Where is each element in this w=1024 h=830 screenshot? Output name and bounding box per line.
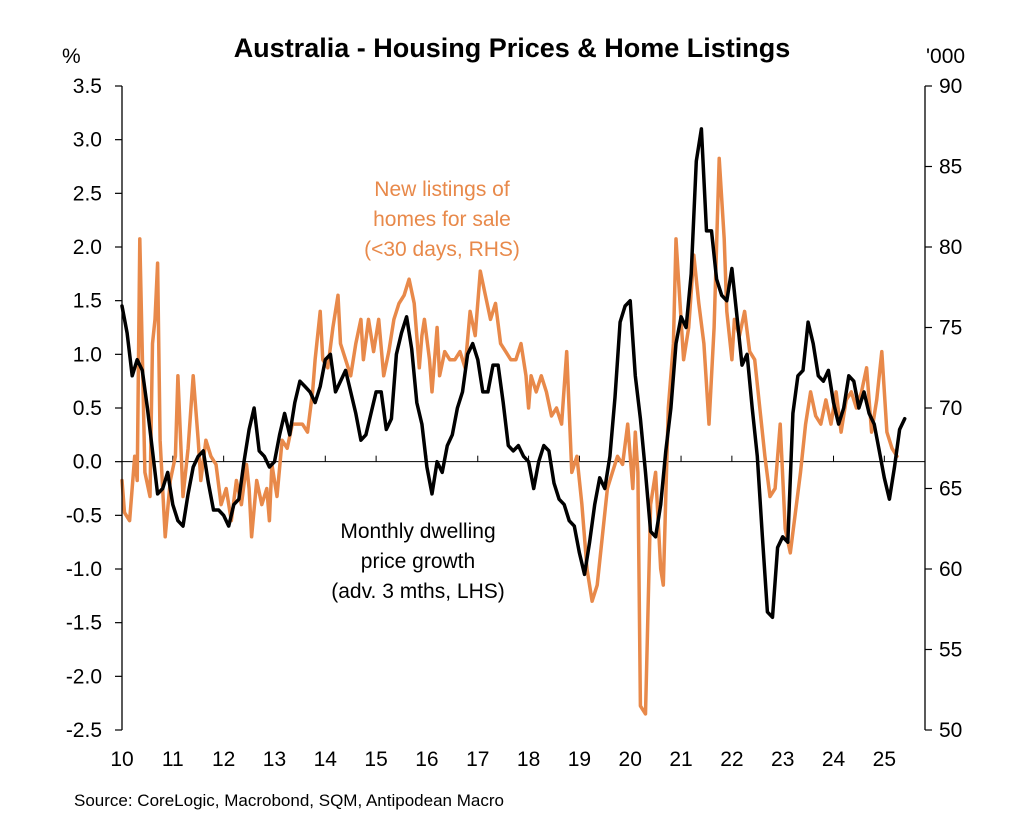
right-tick-label: 60 [939, 558, 962, 581]
price-growth-line [120, 127, 907, 620]
series [120, 127, 907, 716]
left-tick-label: 3.0 [73, 129, 102, 152]
right-tick-label: 70 [939, 397, 962, 420]
x-tick-label: 16 [415, 748, 438, 771]
right-tick-label: 90 [939, 75, 962, 98]
price-annotation: Monthly dwelling price growth (adv. 3 mt… [331, 520, 505, 603]
x-tick-label: 17 [466, 748, 489, 771]
x-tick-label: 21 [669, 748, 692, 771]
x-axis-ticks: 10 11 12 13 14 15 16 17 18 19 20 21 22 23 24 25 [110, 455, 896, 771]
left-axis-ticks: 3.5 3.0 2.5 2.0 1.5 1.0 0.5 0.0 -0.5 -1.0 -1.5 -2.0… [66, 75, 122, 742]
right-tick-label: 75 [939, 317, 962, 340]
x-tick-label: 13 [263, 748, 286, 771]
source-note: Source: CoreLogic, Macrobond, SQM, Antip… [74, 791, 504, 810]
right-tick-label: 65 [939, 478, 962, 501]
left-tick-label: -2.0 [66, 665, 102, 688]
left-tick-label: -0.5 [66, 504, 102, 527]
right-axis-unit: '000 [926, 45, 965, 68]
chart-title: Australia - Housing Prices & Home Listin… [234, 33, 791, 63]
left-tick-label: 2.5 [73, 182, 102, 205]
left-tick-label: 1.0 [73, 343, 102, 366]
x-tick-label: 10 [110, 748, 133, 771]
listings-annotation-line-3: (<30 days, RHS) [364, 238, 520, 261]
price-annotation-line-2: price growth [361, 550, 475, 573]
left-axis-unit: % [62, 45, 81, 68]
x-tick-label: 12 [212, 748, 235, 771]
right-tick-label: 85 [939, 156, 962, 179]
left-tick-label: -2.5 [66, 719, 102, 742]
x-tick-label: 19 [568, 748, 591, 771]
left-tick-label: 0.0 [73, 451, 102, 474]
right-tick-label: 80 [939, 236, 962, 259]
x-tick-label: 18 [517, 748, 540, 771]
x-tick-label: 20 [619, 748, 642, 771]
price-annotation-line-3: (adv. 3 mths, LHS) [331, 580, 505, 603]
price-annotation-line-1: Monthly dwelling [340, 520, 495, 543]
x-tick-label: 24 [822, 748, 846, 771]
left-tick-label: -1.0 [66, 558, 102, 581]
new-listings-line [120, 156, 899, 716]
left-tick-label: 2.0 [73, 236, 102, 259]
x-tick-label: 22 [720, 748, 743, 771]
right-tick-label: 50 [939, 719, 962, 742]
listings-annotation: New listings of homes for sale (<30 days… [364, 178, 520, 261]
left-tick-label: 1.5 [73, 290, 102, 313]
x-tick-label: 15 [364, 748, 387, 771]
x-tick-label: 25 [873, 748, 896, 771]
left-tick-label: 3.5 [73, 75, 102, 98]
right-tick-label: 55 [939, 639, 962, 662]
listings-annotation-line-2: homes for sale [373, 208, 511, 231]
right-axis-ticks: 90 85 80 75 70 65 60 55 50 [925, 75, 962, 742]
listings-annotation-line-1: New listings of [374, 178, 510, 201]
x-tick-label: 11 [162, 748, 184, 771]
left-tick-label: -1.5 [66, 612, 102, 635]
x-tick-label: 23 [771, 748, 794, 771]
left-tick-label: 0.5 [73, 397, 102, 420]
x-tick-label: 14 [314, 748, 338, 771]
